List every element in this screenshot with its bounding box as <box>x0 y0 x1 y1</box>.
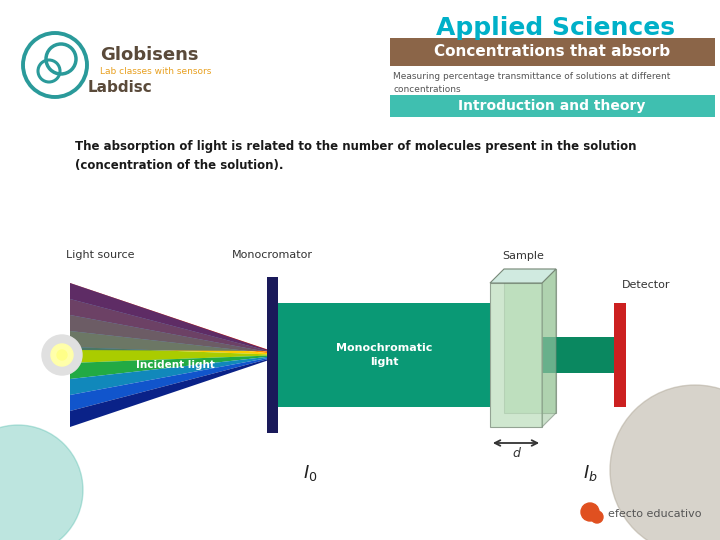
Polygon shape <box>70 358 272 427</box>
Polygon shape <box>278 303 490 407</box>
FancyBboxPatch shape <box>614 303 626 407</box>
Polygon shape <box>70 355 272 379</box>
Polygon shape <box>542 337 615 373</box>
Circle shape <box>591 511 603 523</box>
Text: Sample: Sample <box>502 251 544 261</box>
Circle shape <box>57 350 67 360</box>
FancyBboxPatch shape <box>490 283 542 427</box>
Text: Measuring percentage transmittance of solutions at different
concentrations: Measuring percentage transmittance of so… <box>393 72 670 93</box>
Polygon shape <box>70 347 272 363</box>
Text: Labdisc: Labdisc <box>88 80 153 96</box>
Polygon shape <box>70 283 272 352</box>
Text: Introduction and theory: Introduction and theory <box>459 99 646 113</box>
Text: Incident light: Incident light <box>135 360 215 370</box>
Circle shape <box>51 344 73 366</box>
Polygon shape <box>70 356 272 395</box>
Text: Monochromatic
light: Monochromatic light <box>336 343 432 367</box>
Circle shape <box>610 385 720 540</box>
Polygon shape <box>70 299 272 353</box>
FancyBboxPatch shape <box>267 277 278 433</box>
Text: Concentrations that absorb: Concentrations that absorb <box>434 44 670 59</box>
FancyBboxPatch shape <box>390 38 715 66</box>
Text: Light source: Light source <box>66 250 134 260</box>
Polygon shape <box>542 269 556 427</box>
Text: Lab classes with sensors: Lab classes with sensors <box>100 68 212 77</box>
Polygon shape <box>70 357 272 411</box>
Text: Applied Sciences: Applied Sciences <box>436 16 675 40</box>
Text: Monocromator: Monocromator <box>232 250 312 260</box>
FancyBboxPatch shape <box>504 269 556 413</box>
Circle shape <box>42 335 82 375</box>
Text: Globisens: Globisens <box>100 46 199 64</box>
Circle shape <box>0 425 83 540</box>
Text: efecto educativo: efecto educativo <box>608 509 701 519</box>
Text: d: d <box>512 447 520 460</box>
Polygon shape <box>70 315 272 354</box>
Polygon shape <box>70 331 272 355</box>
FancyBboxPatch shape <box>390 95 715 117</box>
Text: The absorption of light is related to the number of molecules present in the sol: The absorption of light is related to th… <box>75 140 636 172</box>
Polygon shape <box>490 269 556 283</box>
Text: $I_0$: $I_0$ <box>302 463 318 483</box>
Text: $I_b$: $I_b$ <box>582 463 598 483</box>
Circle shape <box>581 503 599 521</box>
Text: Detector: Detector <box>622 280 670 290</box>
Polygon shape <box>70 283 272 352</box>
